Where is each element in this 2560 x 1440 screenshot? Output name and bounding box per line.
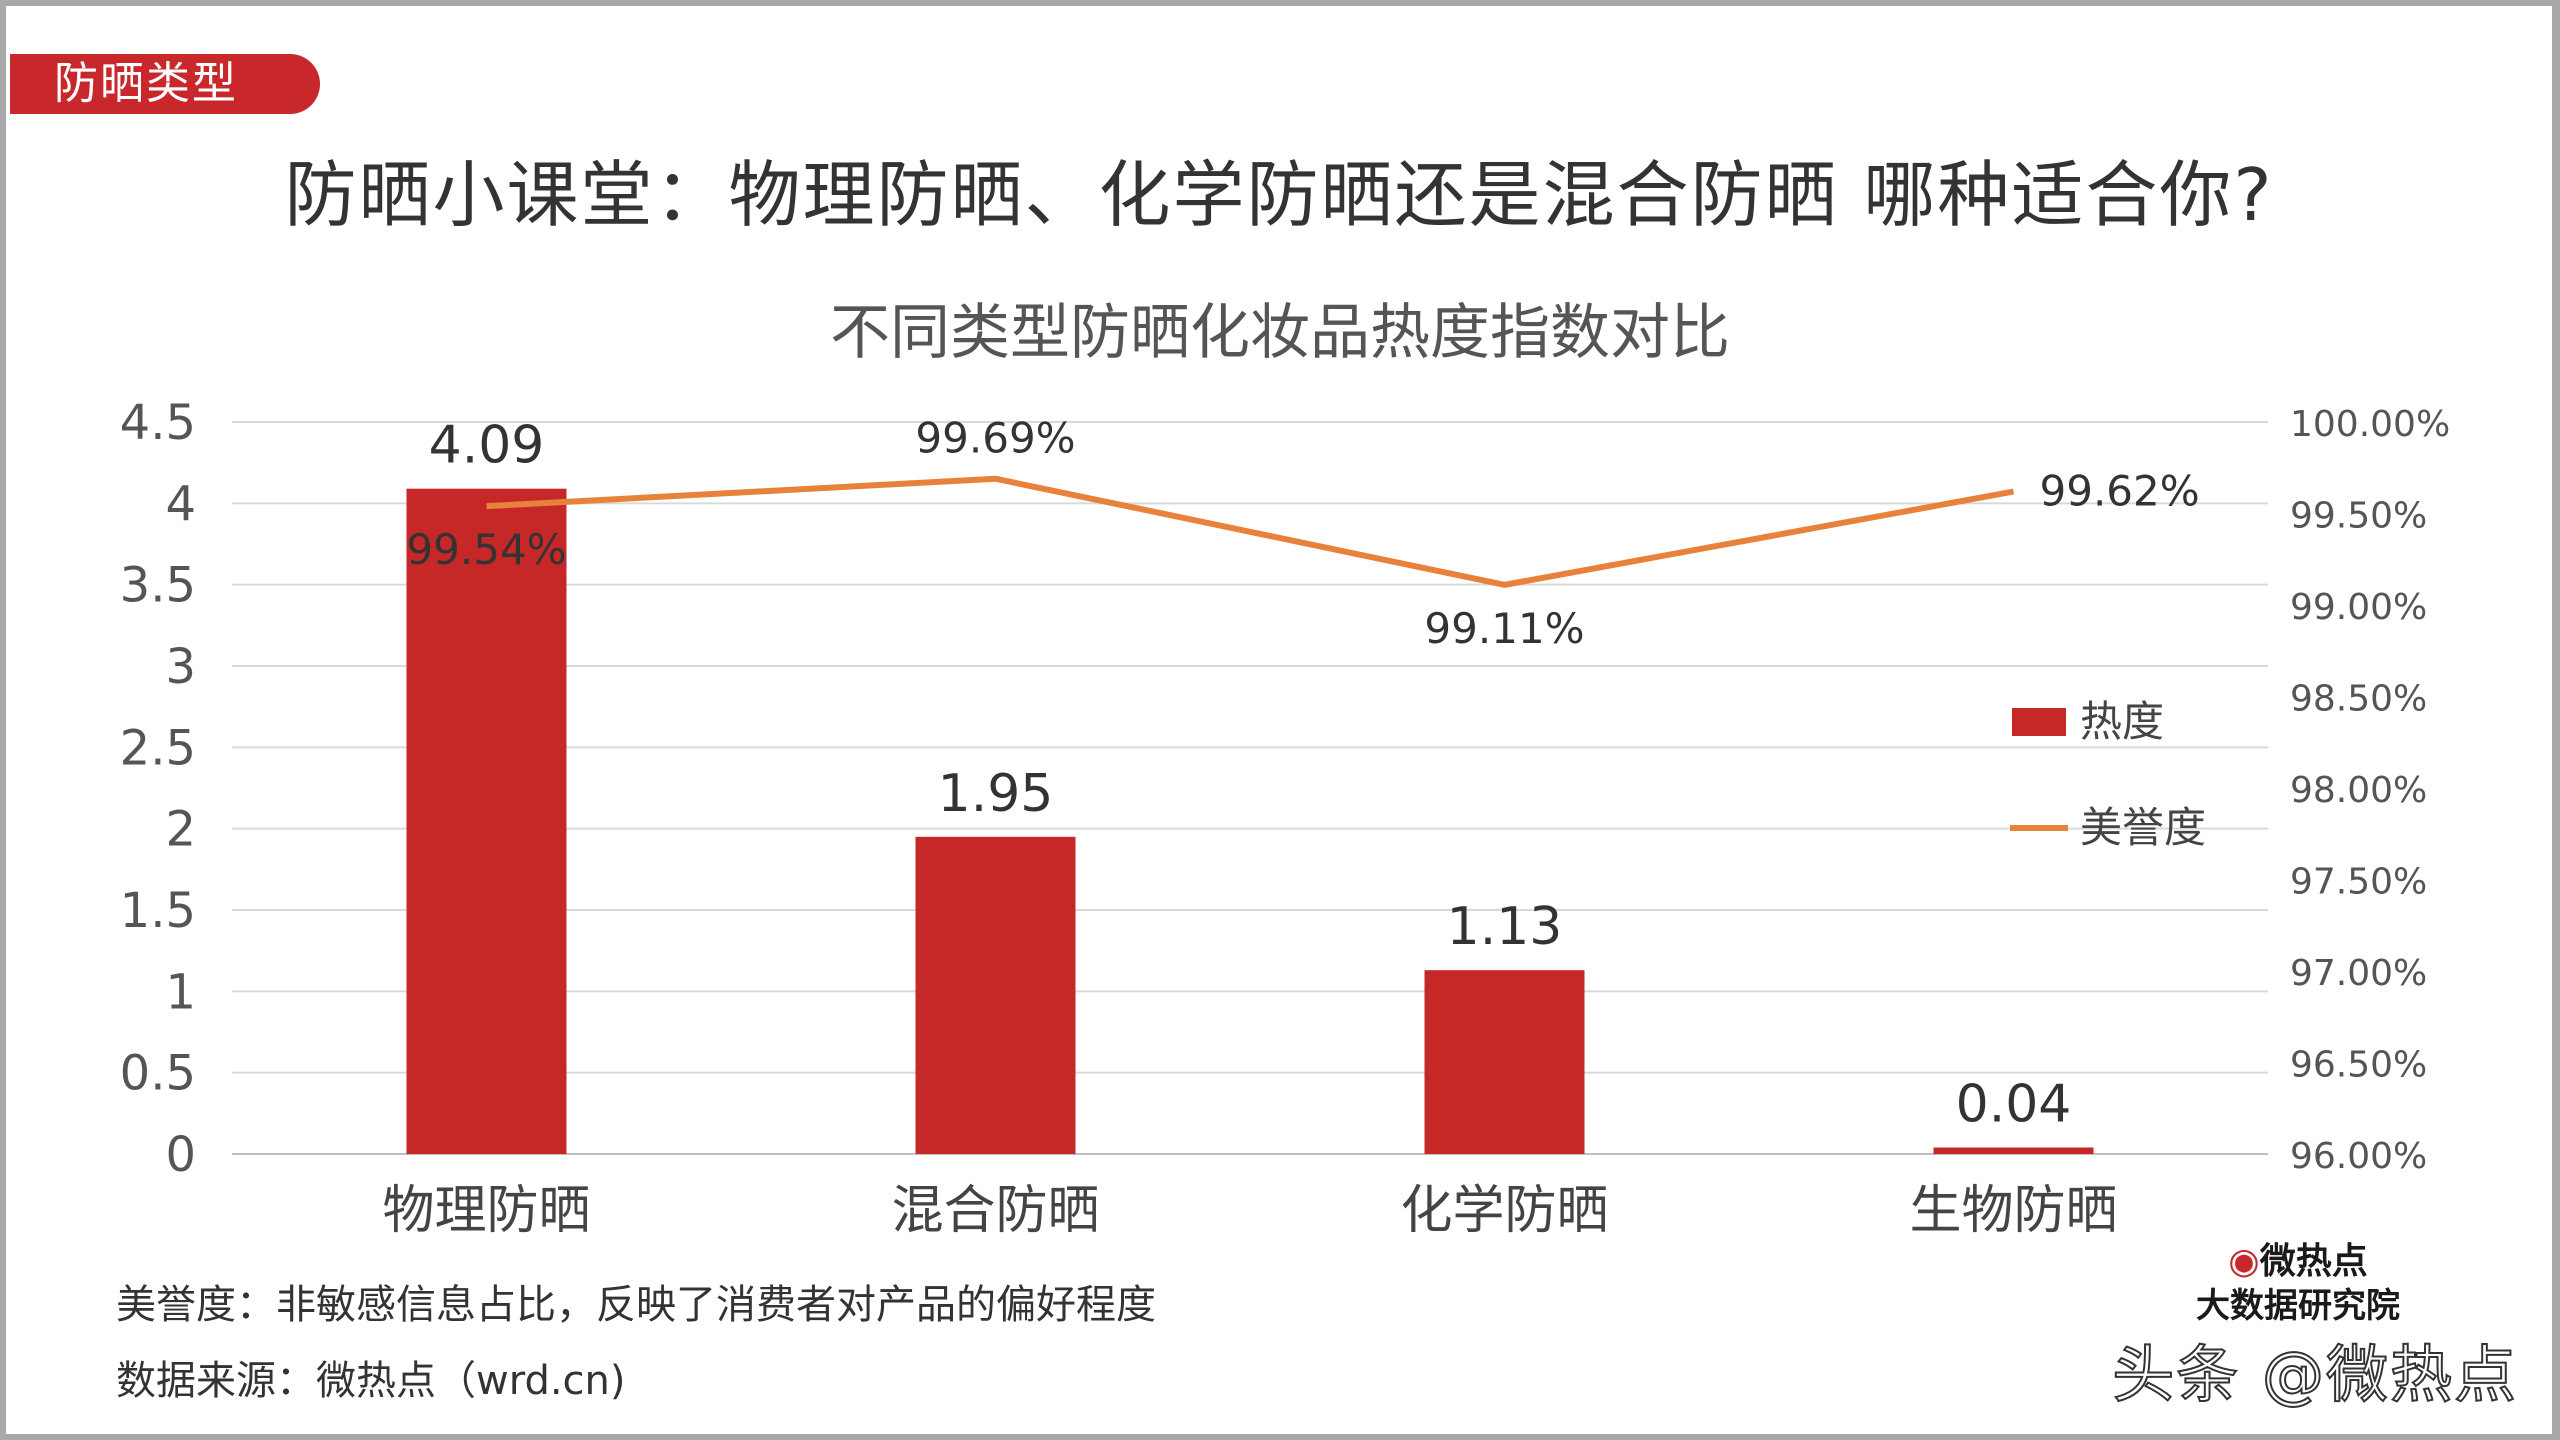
line-value-label: 99.62% [2040, 467, 2200, 516]
left-axis-tick-label: 0.5 [120, 1046, 196, 1102]
left-axis-tick-label: 0 [165, 1127, 196, 1183]
reputation-line [486, 475, 2015, 588]
line-value-label: 99.11% [1424, 604, 1584, 653]
brand-logo: ◉微热点 [2128, 1240, 2468, 1284]
category-tick-label: 化学防晒 [1400, 1181, 1608, 1241]
left-axis-tick-label: 3 [165, 639, 196, 695]
left-axis-tick-label: 1 [165, 964, 196, 1020]
watermark: 头条 @微热点 [2111, 1337, 2518, 1412]
bar [915, 836, 1076, 1154]
bar-value-label: 1.13 [1447, 897, 1563, 957]
category-tick-label: 物理防晒 [382, 1181, 590, 1241]
right-axis-tick-label: 98.50% [2290, 679, 2427, 720]
right-axis-tick-label: 99.00% [2290, 587, 2427, 628]
brand-subtitle: 大数据研究院 [2196, 1286, 2400, 1326]
right-axis-tick-label: 100.00% [2290, 404, 2450, 445]
section-tag: 防晒类型 [10, 54, 320, 114]
right-axis-tick-label: 96.00% [2290, 1136, 2427, 1177]
category-tick-label: 混合防晒 [891, 1181, 1099, 1241]
legend-bar-label: 热度 [2080, 697, 2164, 746]
category-tick-label: 生物防晒 [1909, 1181, 2117, 1241]
right-axis-tick-label: 98.00% [2290, 770, 2427, 811]
reputation-definition-note: 美誉度：非敏感信息占比，反映了消费者对产品的偏好程度 [116, 1282, 1156, 1328]
line-value-label: 99.54% [406, 525, 566, 574]
bar [1933, 1147, 2094, 1154]
bar [406, 488, 567, 1154]
right-axis-tick-label: 97.00% [2290, 953, 2427, 994]
brand-logo-text: 微热点 [2259, 1241, 2368, 1282]
left-axis-tick-label: 4 [165, 476, 196, 532]
eye-logo-icon: ◉ [2228, 1241, 2260, 1282]
left-axis-tick-label: 2.5 [120, 720, 196, 776]
bar-value-label: 0.04 [1956, 1074, 2072, 1134]
brand-block: ◉微热点 大数据研究院 [2128, 1240, 2468, 1328]
data-source-note: 数据来源：微热点（wrd.cn) [116, 1358, 626, 1404]
right-axis-tick-label: 99.50% [2290, 496, 2427, 537]
left-axis-tick-label: 2 [165, 802, 196, 858]
bar [1424, 970, 1585, 1154]
bar-value-label: 4.09 [429, 416, 545, 476]
line-value-label: 99.69% [915, 414, 1075, 463]
right-axis-tick-label: 96.50% [2290, 1045, 2427, 1086]
left-axis-tick-label: 1.5 [120, 883, 196, 939]
chart-title: 不同类型防晒化妆品热度指数对比 [830, 298, 1730, 368]
legend-bar-swatch [2012, 708, 2066, 736]
right-axis-tick-label: 97.50% [2290, 862, 2427, 903]
page-title: 防晒小课堂：物理防晒、化学防晒还是混合防晒 哪种适合你? [284, 153, 2274, 237]
left-axis-tick-label: 3.5 [120, 558, 196, 614]
legend-line-label: 美誉度 [2080, 803, 2206, 852]
left-axis-tick-label: 4.5 [120, 395, 196, 451]
bar-value-label: 1.95 [938, 764, 1054, 824]
